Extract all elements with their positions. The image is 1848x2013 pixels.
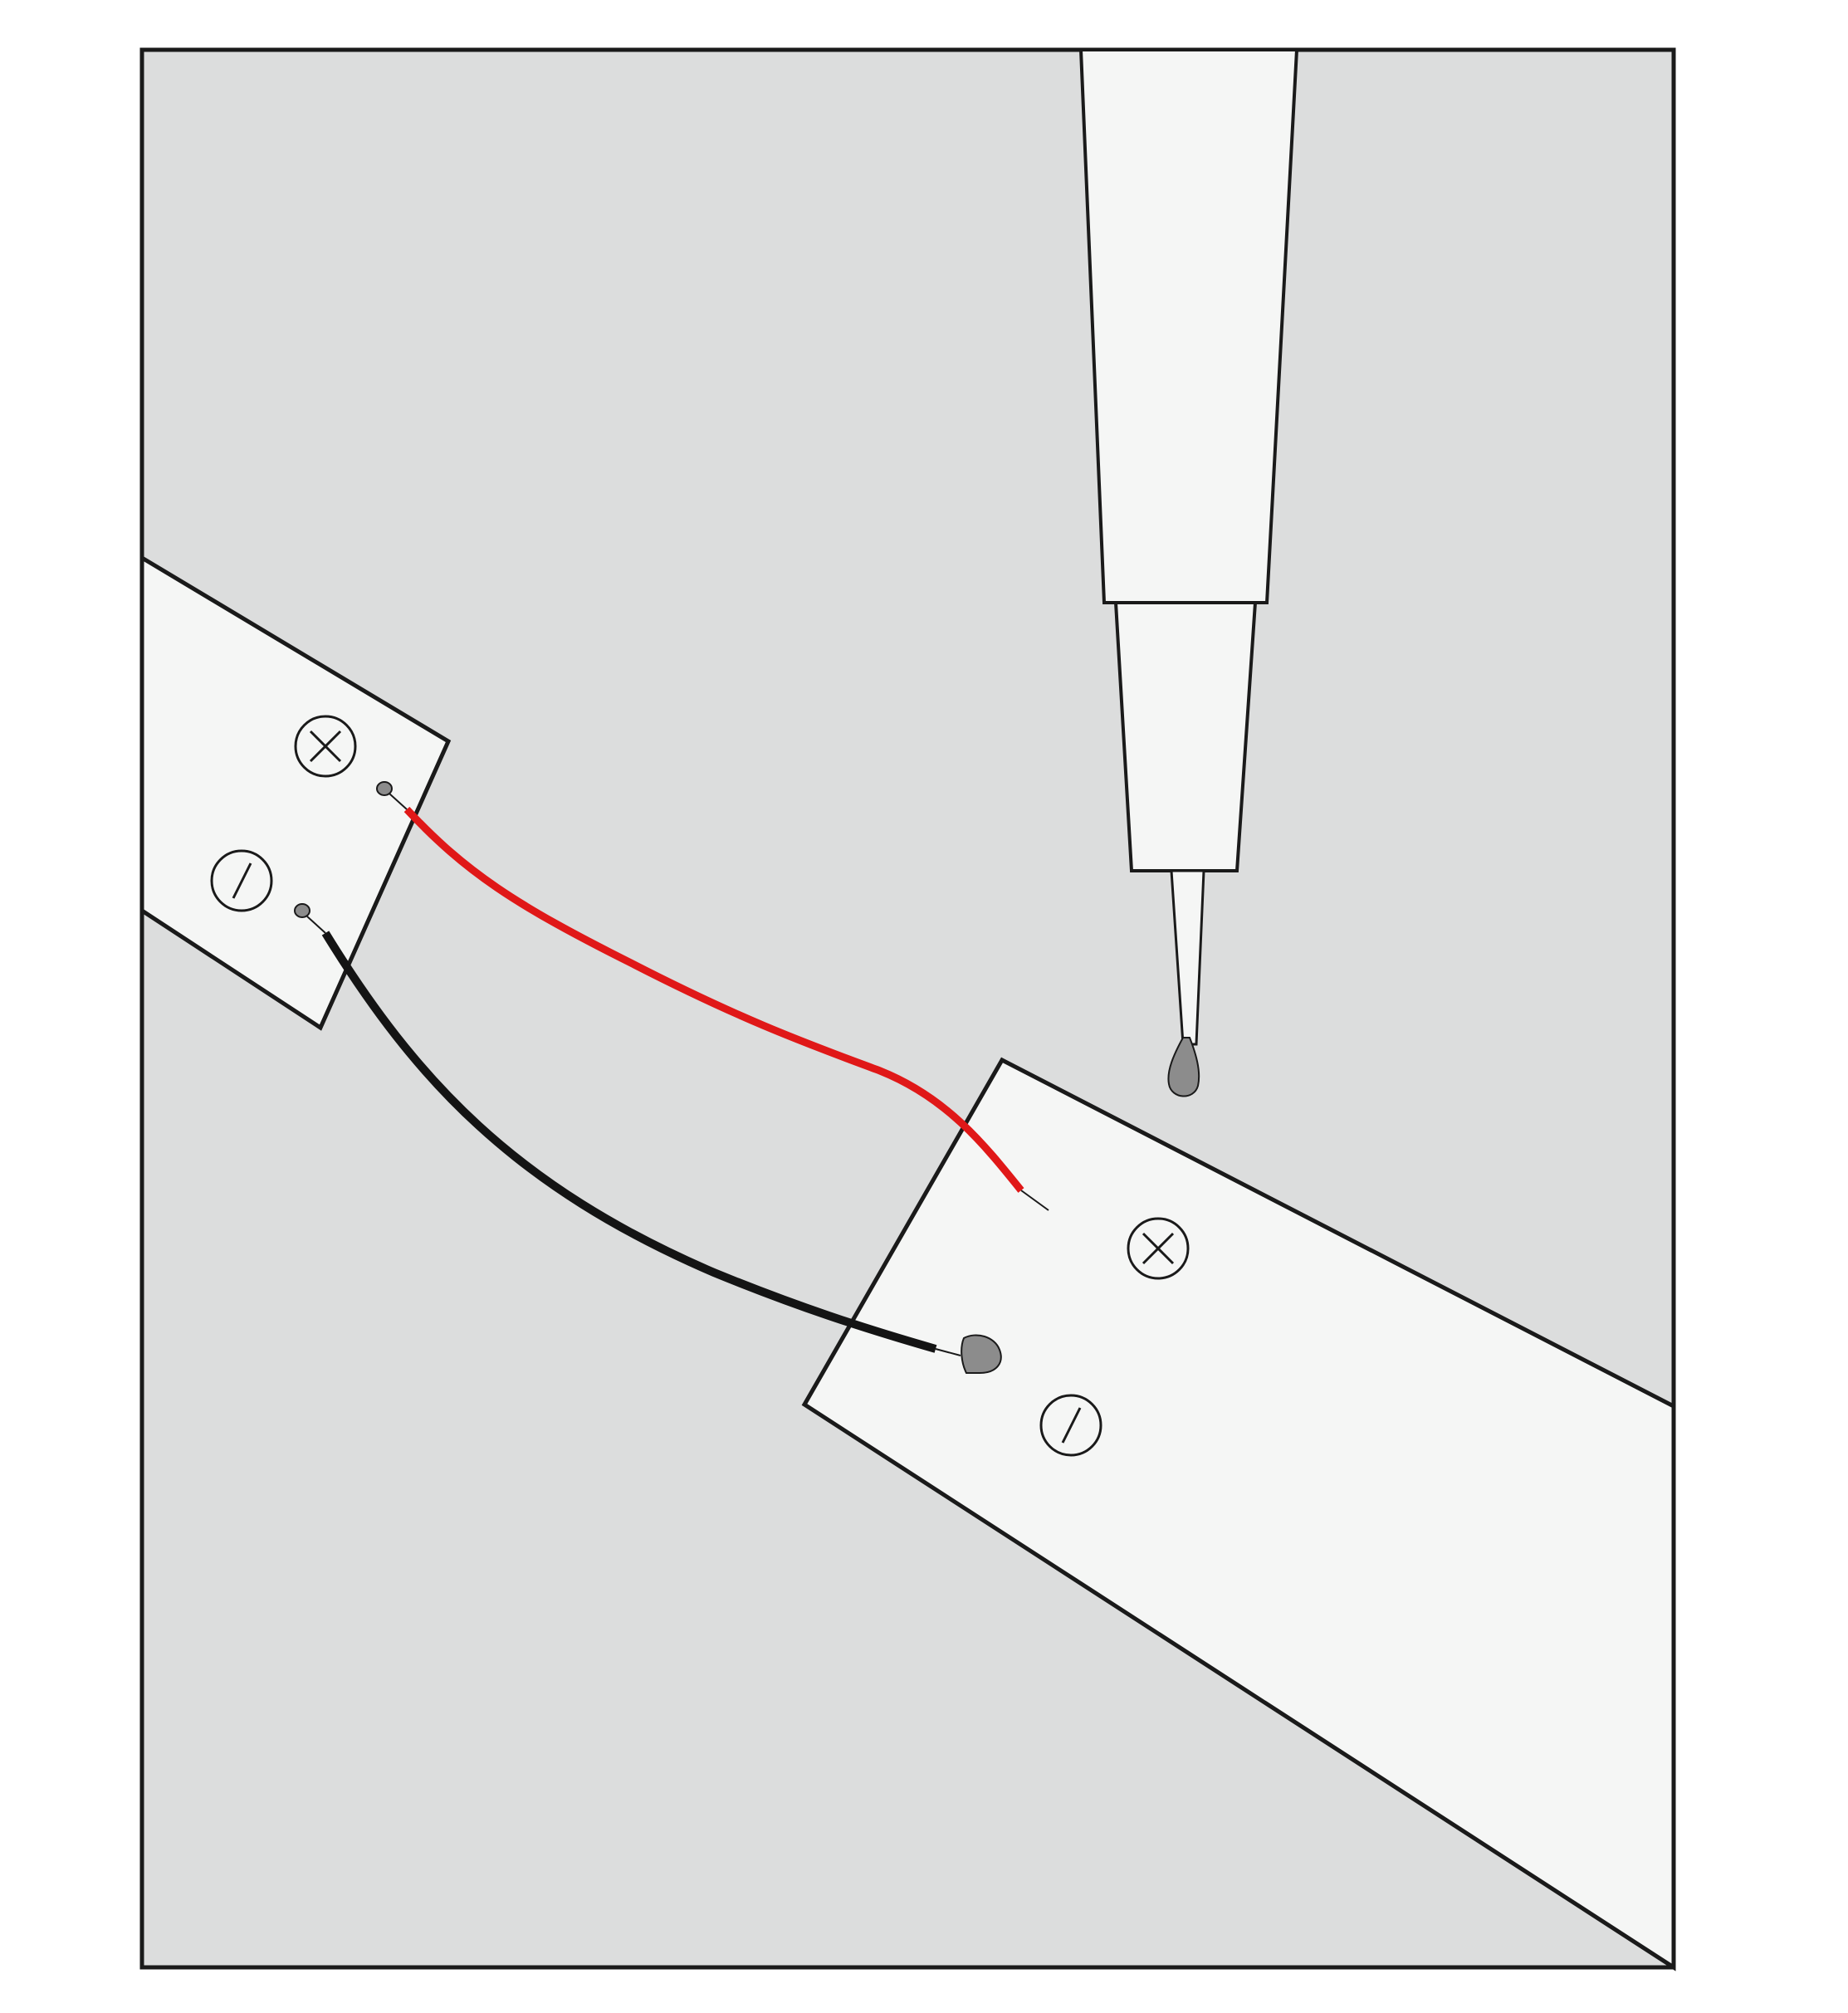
left-positive-pad-icon [294, 715, 357, 778]
left-positive-solder-dot [376, 781, 393, 796]
right-negative-solder-blob [961, 1334, 1002, 1374]
right-negative-pad-icon [1039, 1394, 1102, 1457]
right-strip-body [801, 1057, 1676, 1971]
right-strip-segment [801, 1057, 1676, 1971]
black-wire [321, 931, 937, 1353]
left-black-wire-tip [306, 916, 326, 934]
left-red-wire-tip [389, 793, 408, 810]
left-negative-pad-icon [210, 849, 273, 912]
soldering-iron-icon [1078, 48, 1299, 1097]
right-black-wire-tip [935, 1348, 961, 1356]
soldering-iron-tip [1170, 869, 1205, 1046]
solder-droplet [1167, 1037, 1200, 1097]
soldering-iron-handle [1078, 48, 1299, 604]
left-negative-solder-dot [294, 903, 310, 918]
right-positive-pad-icon [1127, 1217, 1190, 1280]
red-wire [403, 806, 1024, 1193]
left-strip-segment [139, 554, 452, 1031]
right-red-wire-tip [1020, 1190, 1049, 1211]
soldering-iron-barrel [1113, 601, 1258, 872]
